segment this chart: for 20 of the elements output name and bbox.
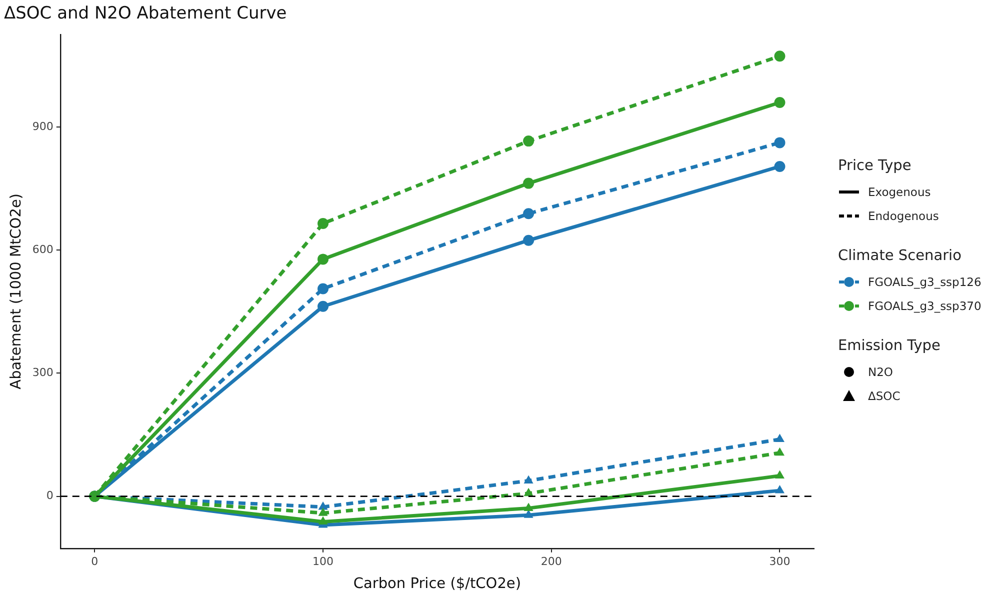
y-tick-label: 0: [46, 489, 54, 502]
x-tick-label: 100: [312, 554, 334, 568]
chart-title: ΔSOC and N2O Abatement Curve: [4, 4, 287, 24]
text: ΔSOC: [868, 389, 900, 403]
text: N2O: [868, 365, 893, 379]
y-tick-label: 600: [32, 243, 54, 256]
text: Emission Type: [838, 338, 942, 354]
text: Climate Scenario: [838, 248, 962, 264]
text: Price Type: [838, 158, 912, 174]
text: Exogenous: [868, 185, 931, 199]
x-tick-label: 0: [91, 554, 98, 568]
y-tick-label: 900: [32, 120, 54, 133]
y-tick-label: 300: [32, 366, 54, 380]
x-axis-title: Carbon Price ($/tCO2e): [353, 576, 522, 592]
x-tick-label: 300: [769, 554, 790, 568]
x-tick-label: 200: [540, 554, 562, 568]
text: FGOALS_g3_ssp126: [868, 275, 982, 289]
text: Endogenous: [868, 209, 939, 223]
y-axis-title: Abatement (1000 MtCO2e): [8, 193, 24, 390]
text: FGOALS_g3_ssp370: [868, 299, 982, 313]
